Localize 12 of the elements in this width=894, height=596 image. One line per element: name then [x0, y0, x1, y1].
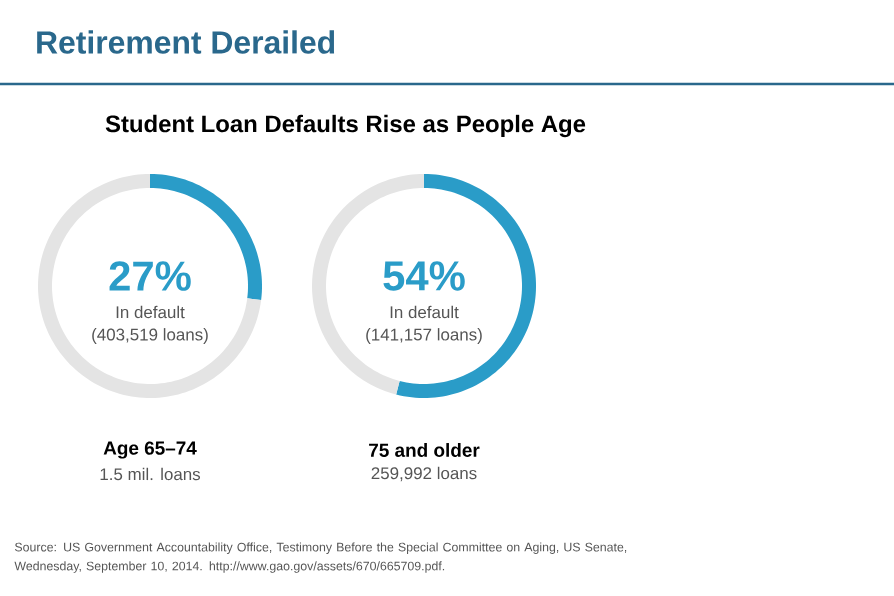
text: Age 65–74 [103, 441, 197, 459]
text: (141,157 loans) [366, 328, 482, 344]
slice-label: In default [116, 305, 185, 319]
data-label: 54% [383, 261, 465, 291]
chart-title: Retirement Derailed [37, 30, 335, 54]
text: 1.5 mil. loans [100, 467, 201, 481]
data-label: 27% [109, 261, 191, 291]
slice-label: In default [390, 305, 459, 319]
text: Student Loan Defaults Rise as People Age [105, 114, 586, 138]
text: 75 and older [369, 443, 480, 457]
text: 259,992 loans [371, 466, 477, 482]
text: (403,519 loans) [92, 328, 208, 344]
